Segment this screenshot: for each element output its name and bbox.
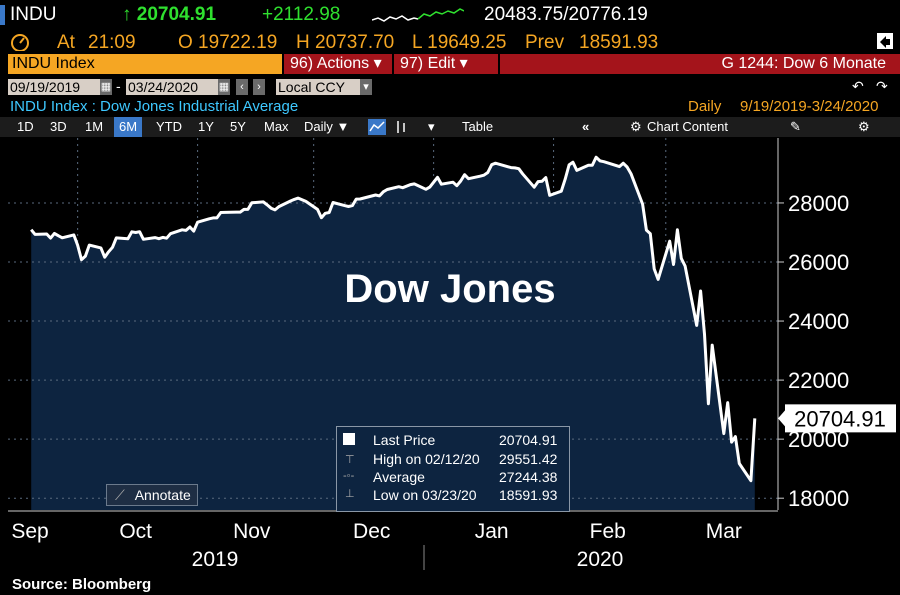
y-tick-label: 24000 [788, 309, 849, 334]
x-tick-label: Mar [706, 520, 742, 543]
quote-time: 21:09 [88, 32, 136, 53]
annotate-label: Annotate [134, 487, 191, 503]
last-price: ↑ 20704.91 [122, 4, 217, 25]
edit-menu[interactable]: 97) Edit ▾ [394, 54, 498, 74]
export-icon[interactable] [876, 32, 894, 50]
pencil-icon: ⟋ [115, 487, 125, 503]
high-price: H 20737.70 [296, 32, 395, 53]
last-value-box [785, 404, 896, 433]
table-button[interactable]: Table [462, 119, 494, 134]
security-description: INDU Index : Dow Jones Industrial Averag… [10, 98, 299, 115]
low-price: L 19649.25 [412, 32, 507, 53]
date-separator: - [116, 78, 121, 94]
quote-header: INDU ↑ 20704.91 +2112.98 20483.75/20776.… [0, 0, 900, 30]
bid-ask-range: 20483.75/20776.19 [484, 4, 648, 25]
legend-swatch-last [343, 433, 355, 445]
edit-icon[interactable]: ✎ [790, 119, 801, 134]
y-tick-label: 26000 [788, 250, 849, 275]
last-value-label: 20704.91 [794, 406, 886, 431]
currency-select[interactable]: Local CCY [276, 79, 360, 95]
x-tick-label: Sep [11, 520, 48, 543]
at-label: At [57, 32, 75, 53]
y-tick-label: 18000 [788, 486, 849, 511]
open-price: O 19722.19 [178, 32, 278, 53]
x-axis-labels: Sep Oct Nov Dec Jan Feb Mar 2019 2020 [8, 510, 778, 571]
next-period-icon[interactable]: › [253, 79, 265, 95]
start-date-field[interactable]: 09/19/2019 [8, 79, 100, 95]
average-marker-icon: -◦- [343, 470, 355, 482]
function-toolbar: INDU Index 96) Actions ▾ 97) Edit ▾ G 12… [0, 54, 900, 76]
collapse-icon[interactable]: « [582, 119, 590, 134]
undo-icon[interactable]: ↶ [852, 78, 864, 94]
last-value-pointer [778, 410, 785, 427]
prev-period-icon[interactable]: ‹ [236, 79, 248, 95]
high-marker-icon: ⊤ [345, 454, 355, 466]
chart-content-icon: ⚙ [630, 119, 642, 134]
actions-menu[interactable]: 96) Actions ▾ [284, 54, 392, 74]
intraday-sparkline [372, 8, 464, 22]
x-tick-label: Nov [233, 520, 271, 543]
chart-title: Dow Jones [344, 267, 555, 311]
y-tick-label: 22000 [788, 368, 849, 393]
prev-close: 18591.93 [579, 32, 659, 53]
y-tick-label: 28000 [788, 191, 849, 216]
chart-content-button[interactable]: Chart Content [647, 119, 728, 134]
end-date-field[interactable]: 03/24/2020 [126, 79, 218, 95]
bar-chart-icon[interactable] [394, 119, 408, 135]
price-line [30, 155, 757, 483]
tab-ytd[interactable]: YTD [156, 119, 182, 134]
period-label: Daily [688, 98, 722, 115]
tab-5y[interactable]: 5Y [230, 119, 246, 134]
legend-value: 29551.42 [499, 451, 558, 467]
price-area [31, 157, 755, 510]
legend-label: Average [373, 469, 425, 485]
tab-1m[interactable]: 1M [85, 119, 104, 134]
start-calendar-icon[interactable]: ▦ [100, 79, 112, 95]
tab-frequency[interactable]: Daily ▼ [304, 119, 350, 134]
tab-3d[interactable]: 3D [50, 119, 67, 134]
period-range: 9/19/2019-3/24/2020 [740, 98, 879, 115]
x-tick-label: Dec [353, 520, 390, 543]
legend-label: Low on 03/23/20 [373, 487, 477, 503]
price-change: +2112.98 [262, 4, 341, 25]
low-marker-icon: ⊥ [345, 488, 355, 500]
tab-1d[interactable]: 1D [17, 119, 34, 134]
x-tick-label: Jan [475, 520, 509, 543]
x-tick-label: Oct [119, 520, 152, 543]
x-year-label: 2020 [577, 548, 624, 571]
gauge-icon [11, 34, 29, 51]
source-note: Source: Bloomberg [12, 576, 152, 593]
last-value-marker: 20704.91 [778, 404, 896, 433]
tab-max[interactable]: Max [264, 119, 289, 134]
chart-legend: ⊤ -◦- ⊥ Last Price 20704.91 High on 02/1… [336, 426, 570, 512]
legend-label: Last Price [373, 432, 436, 448]
tab-6m[interactable]: 6M [114, 117, 143, 137]
end-calendar-icon[interactable]: ▦ [218, 79, 230, 95]
legend-value: 18591.93 [499, 487, 558, 503]
page-title: G 1244: Dow 6 Monate [500, 54, 900, 74]
settings-gear-icon[interactable]: ⚙ [858, 119, 870, 134]
annotate-button[interactable]: ⟋ Annotate [106, 484, 198, 506]
legend-value: 20704.91 [499, 432, 558, 448]
chart-type-dropdown-icon[interactable]: ▾ [428, 119, 435, 134]
tab-1y[interactable]: 1Y [198, 119, 214, 134]
quote-detail-row: At 21:09 O 19722.19 H 20737.70 L 19649.2… [0, 0, 900, 54]
redo-icon[interactable]: ↷ [876, 78, 888, 94]
x-tick-label: Feb [590, 520, 626, 543]
legend-value: 27244.38 [499, 469, 558, 485]
security-field[interactable]: INDU Index [8, 54, 282, 74]
range-tabs: 1D 3D 1M 6M YTD 1Y 5Y Max Daily ▼ ▾ Tabl… [0, 117, 900, 137]
currency-dropdown-icon[interactable]: ▾ [360, 79, 372, 95]
ticker-marker [0, 5, 5, 25]
x-year-label: 2019 [192, 548, 239, 571]
legend-label: High on 02/12/20 [373, 451, 480, 467]
ticker-symbol[interactable]: INDU [10, 4, 57, 25]
prev-label: Prev [525, 32, 565, 53]
line-chart-icon[interactable] [368, 119, 386, 135]
